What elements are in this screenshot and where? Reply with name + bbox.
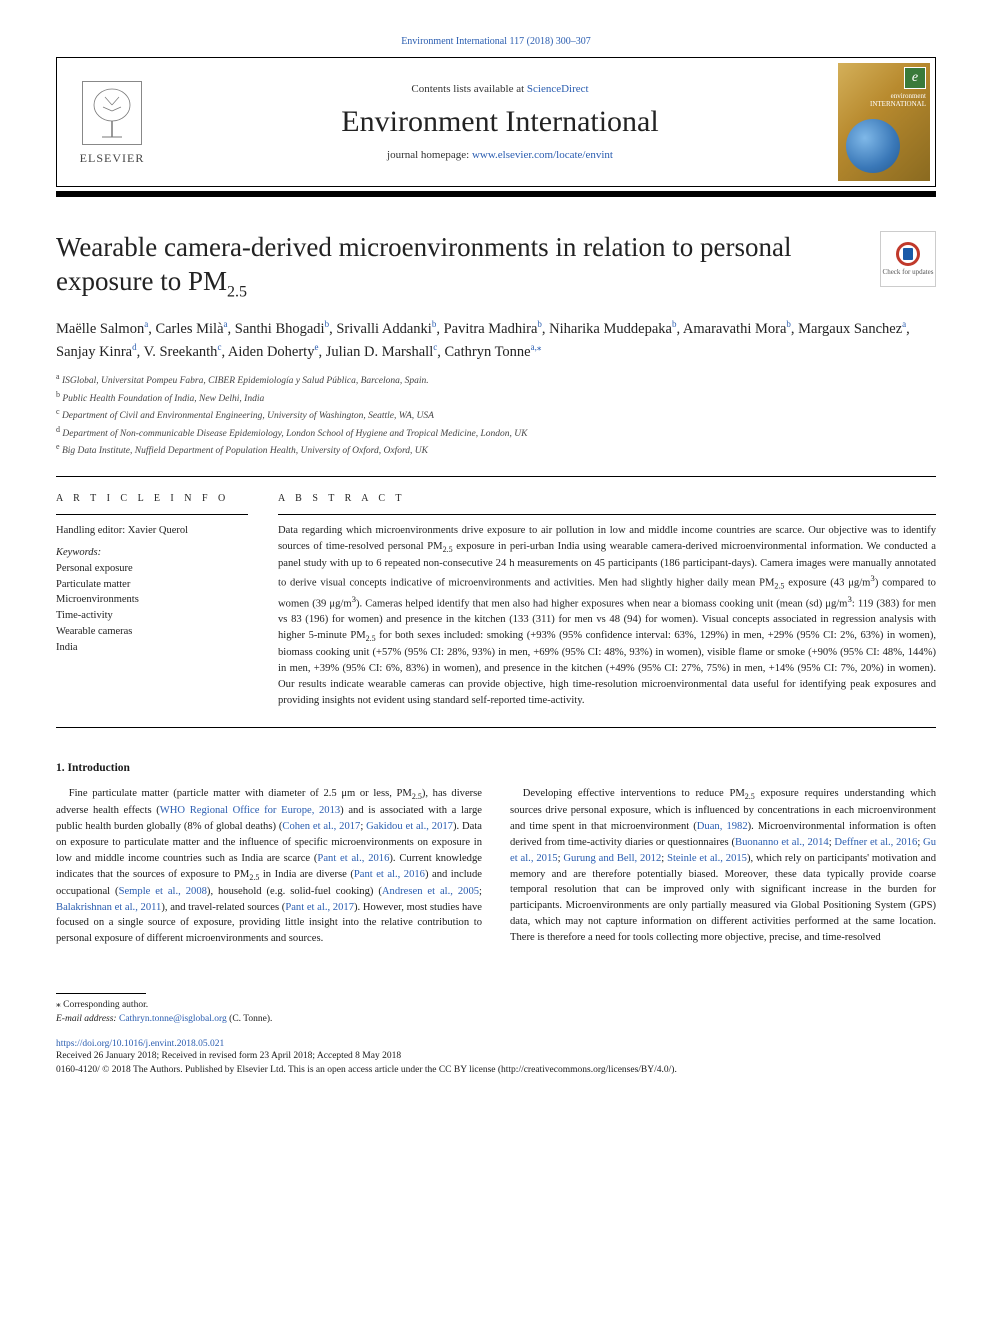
intro-para: Developing effective interventions to re… [510,786,936,946]
publisher-block: ELSEVIER [57,58,167,186]
homepage-link[interactable]: www.elsevier.com/locate/envint [472,149,613,161]
cover-globe-icon [846,119,900,173]
abstract-text: Data regarding which microenvironments d… [278,523,936,709]
updates-label: Check for updates [883,269,934,277]
header-rule [56,191,936,197]
abstract-heading: A B S T R A C T [278,493,936,504]
copyright-line: 0160-4120/ © 2018 The Authors. Published… [56,1063,936,1077]
rule [56,727,936,728]
sciencedirect-link[interactable]: ScienceDirect [527,83,589,95]
affiliation-line: a ISGlobal, Universitat Pompeu Fabra, CI… [56,371,936,388]
keyword: Time-activity [56,608,248,624]
email-label: E-mail address: [56,1014,119,1024]
journal-cover-icon: e environment INTERNATIONAL [838,63,930,181]
article-title: Wearable camera-derived microenvironment… [56,231,860,302]
homepage-prefix: journal homepage: [387,149,472,161]
updates-circle-icon [896,242,920,266]
doi-link[interactable]: https://doi.org/10.1016/j.envint.2018.05… [56,1039,224,1049]
cover-e-icon: e [904,67,926,89]
email-suffix: (C. Tonne). [227,1014,273,1024]
keyword: Personal exposure [56,561,248,577]
header-center: Contents lists available at ScienceDirec… [167,58,833,186]
body-text: Fine particulate matter (particle matter… [56,786,936,947]
intro-para: Fine particulate matter (particle matter… [56,786,482,947]
journal-name: Environment International [341,105,658,139]
keyword: Microenvironments [56,592,248,608]
affiliation-line: d Department of Non-communicable Disease… [56,424,936,441]
cover-label: environment INTERNATIONAL [870,93,926,108]
affiliation-line: c Department of Civil and Environmental … [56,406,936,423]
journal-header: ELSEVIER Contents lists available at Sci… [56,57,936,187]
elsevier-tree-icon [82,81,142,145]
corresponding-email[interactable]: Cathryn.tonne@isglobal.org [119,1014,227,1024]
footnote-rule [56,993,146,994]
info-abstract-row: A R T I C L E I N F O Handling editor: X… [56,493,936,709]
abstract-rule [278,514,936,515]
email-line: E-mail address: Cathryn.tonne@isglobal.o… [56,1012,936,1026]
received-line: Received 26 January 2018; Received in re… [56,1049,936,1063]
footnotes: ⁎ Corresponding author. E-mail address: … [56,998,936,1027]
corresponding-note: ⁎ Corresponding author. [56,998,936,1012]
keyword: Particulate matter [56,577,248,593]
homepage-line: journal homepage: www.elsevier.com/locat… [387,149,613,161]
authors-list: Maëlle Salmona, Carles Milàa, Santhi Bho… [56,318,936,363]
journal-issue-link[interactable]: Environment International 117 (2018) 300… [56,36,936,47]
affiliations: a ISGlobal, Universitat Pompeu Fabra, CI… [56,371,936,458]
info-rule [56,514,248,515]
section-heading-intro: 1. Introduction [56,762,936,774]
keywords-label: Keywords: [56,545,248,561]
title-subscript: 2.5 [227,283,247,300]
affiliation-line: e Big Data Institute, Nuffield Departmen… [56,441,936,458]
affiliation-line: b Public Health Foundation of India, New… [56,389,936,406]
title-row: Wearable camera-derived microenvironment… [56,231,936,302]
page: Environment International 117 (2018) 300… [0,0,992,1107]
keywords-list: Personal exposureParticulate matterMicro… [56,561,248,656]
article-info: A R T I C L E I N F O Handling editor: X… [56,493,248,709]
rule [56,476,936,477]
keyword: India [56,640,248,656]
handling-editor: Handling editor: Xavier Querol [56,523,248,539]
keyword: Wearable cameras [56,624,248,640]
abstract: A B S T R A C T Data regarding which mic… [278,493,936,709]
check-updates-badge[interactable]: Check for updates [880,231,936,287]
doi-line: https://doi.org/10.1016/j.envint.2018.05… [56,1039,936,1049]
contents-line: Contents lists available at ScienceDirec… [411,83,588,95]
header-right: e environment INTERNATIONAL [833,58,935,186]
title-text: Wearable camera-derived microenvironment… [56,232,792,296]
publisher-name: ELSEVIER [80,151,145,166]
article-info-heading: A R T I C L E I N F O [56,493,248,504]
contents-prefix: Contents lists available at [411,83,526,95]
